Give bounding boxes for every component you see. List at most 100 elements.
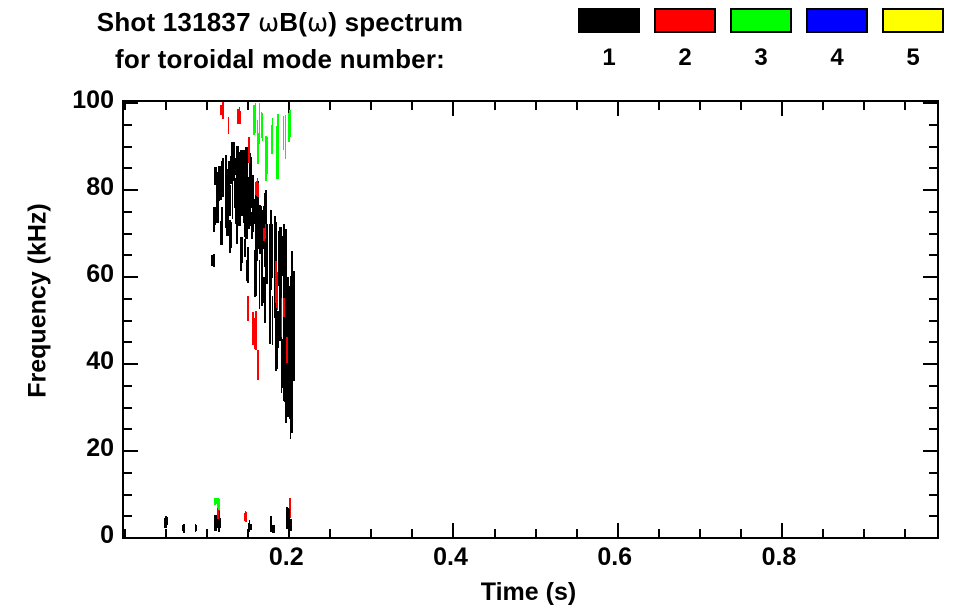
data-mark-mode-1 bbox=[248, 181, 251, 220]
data-mark-mode-1 bbox=[211, 255, 213, 267]
y-minor-tick bbox=[124, 319, 132, 322]
data-mark-mode-1 bbox=[254, 265, 258, 296]
x-minor-tick bbox=[329, 529, 332, 537]
data-mark-mode-1 bbox=[251, 175, 254, 196]
data-mark-mode-2 bbox=[263, 227, 265, 241]
data-mark-mode-1 bbox=[236, 150, 240, 191]
y-tick-label-80: 80 bbox=[86, 173, 114, 201]
y-minor-tick bbox=[124, 384, 132, 387]
data-mark-mode-2 bbox=[246, 299, 249, 322]
x-tick-label-0.4: 0.4 bbox=[433, 543, 468, 571]
data-mark-mode-3 bbox=[216, 498, 218, 505]
y-minor-tick-right bbox=[929, 123, 937, 126]
data-mark-mode-1 bbox=[262, 205, 265, 250]
legend-label-1: 1 bbox=[602, 44, 616, 71]
x-major-tick bbox=[452, 523, 455, 537]
data-mark-mode-1 bbox=[242, 157, 246, 189]
data-mark-mode-2 bbox=[256, 178, 258, 192]
x-minor-tick-top bbox=[247, 102, 250, 110]
y-major-tick bbox=[124, 363, 138, 365]
data-mark-mode-3 bbox=[257, 133, 260, 164]
data-mark-mode-1 bbox=[283, 223, 285, 284]
data-mark-mode-1 bbox=[279, 252, 282, 341]
y-major-tick bbox=[124, 450, 138, 452]
data-mark-mode-2 bbox=[248, 141, 251, 158]
legend-entry-4: 4 bbox=[806, 8, 868, 71]
data-mark-mode-2 bbox=[275, 260, 277, 303]
y-minor-tick-right bbox=[929, 145, 937, 148]
x-minor-tick-top bbox=[698, 102, 701, 110]
data-mark-mode-1 bbox=[285, 241, 288, 349]
data-mark-mode-1 bbox=[217, 511, 221, 532]
x-minor-tick bbox=[575, 529, 578, 537]
data-mark-mode-1 bbox=[263, 276, 266, 304]
y-minor-tick bbox=[124, 297, 132, 300]
omega-symbol-1: ω bbox=[258, 8, 280, 37]
title-line-1: Shot 131837 ωB(ω) spectrum bbox=[0, 4, 560, 41]
y-major-tick-right bbox=[923, 276, 937, 278]
data-mark-mode-1 bbox=[289, 519, 293, 532]
data-mark-mode-3 bbox=[284, 114, 286, 160]
data-mark-mode-1 bbox=[260, 210, 263, 262]
data-mark-mode-1 bbox=[265, 224, 269, 285]
y-major-tick bbox=[124, 102, 138, 104]
data-mark-mode-2 bbox=[254, 181, 257, 196]
legend-label-2: 2 bbox=[678, 44, 692, 71]
data-mark-mode-1 bbox=[280, 338, 283, 388]
x-minor-tick bbox=[206, 529, 209, 537]
x-minor-tick-top bbox=[411, 102, 414, 110]
data-mark-mode-1 bbox=[259, 205, 262, 254]
data-mark-mode-2 bbox=[247, 139, 250, 160]
x-minor-tick-top bbox=[329, 102, 332, 110]
y-tick-label-0: 0 bbox=[100, 521, 114, 549]
y-minor-tick bbox=[124, 145, 132, 148]
y-minor-tick bbox=[124, 471, 132, 474]
data-mark-mode-3 bbox=[253, 105, 256, 135]
x-minor-tick-top bbox=[739, 102, 742, 110]
data-mark-mode-2 bbox=[243, 512, 245, 521]
data-mark-mode-1 bbox=[288, 285, 291, 350]
y-axis-tick-labels: 100 80 60 40 20 0 bbox=[40, 88, 114, 548]
title-spectrum-text: ) spectrum bbox=[328, 7, 464, 37]
x-minor-tick bbox=[904, 529, 907, 537]
x-minor-tick-top bbox=[657, 102, 660, 110]
data-mark-mode-1 bbox=[269, 217, 272, 238]
data-mark-mode-2 bbox=[283, 297, 285, 317]
x-tick-label-0.2: 0.2 bbox=[268, 543, 304, 571]
data-mark-mode-2 bbox=[252, 312, 254, 345]
x-axis-tick-labels: 0.2 0.4 0.6 0.8 bbox=[122, 544, 935, 578]
y-minor-tick bbox=[124, 428, 132, 431]
x-minor-tick bbox=[124, 529, 126, 537]
x-minor-tick-top bbox=[165, 102, 168, 110]
data-mark-mode-1 bbox=[243, 180, 246, 237]
x-axis-title: Time (s) bbox=[480, 578, 577, 606]
data-mark-mode-1 bbox=[246, 259, 249, 282]
data-mark-mode-1 bbox=[261, 259, 264, 307]
data-mark-mode-1 bbox=[231, 179, 234, 219]
data-mark-mode-3 bbox=[277, 113, 279, 180]
x-minor-tick bbox=[822, 529, 825, 537]
y-major-tick bbox=[124, 276, 138, 278]
legend-label-5: 5 bbox=[906, 44, 920, 71]
x-major-tick bbox=[780, 523, 783, 537]
data-mark-mode-1 bbox=[252, 199, 255, 225]
y-minor-tick-right bbox=[929, 428, 937, 431]
y-minor-tick-right bbox=[929, 515, 937, 518]
y-minor-tick bbox=[124, 254, 132, 257]
data-mark-mode-1 bbox=[249, 524, 252, 531]
x-minor-tick bbox=[247, 529, 250, 537]
legend-swatch-4 bbox=[806, 8, 868, 33]
y-minor-tick-right bbox=[929, 254, 937, 257]
data-mark-mode-1 bbox=[271, 223, 274, 257]
data-mark-mode-1 bbox=[292, 270, 296, 342]
plot-area bbox=[122, 100, 939, 539]
data-mark-mode-1 bbox=[279, 231, 283, 263]
title-b-open: B( bbox=[279, 7, 308, 37]
x-minor-tick bbox=[863, 529, 866, 537]
y-major-tick-right bbox=[923, 450, 937, 452]
data-mark-mode-2 bbox=[254, 311, 257, 341]
x-major-tick bbox=[288, 523, 291, 537]
data-mark-mode-1 bbox=[235, 209, 238, 240]
data-mark-mode-1 bbox=[275, 324, 279, 370]
data-mark-mode-1 bbox=[236, 214, 239, 244]
